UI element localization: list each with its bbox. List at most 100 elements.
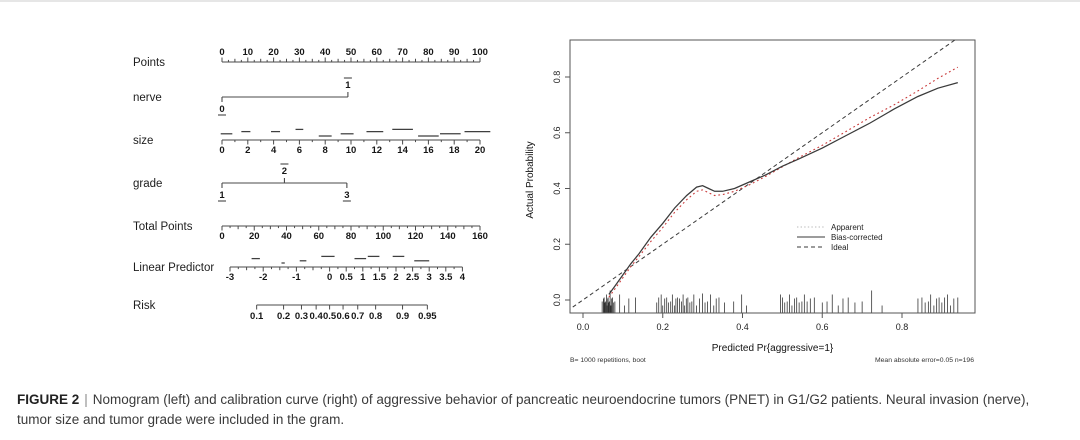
- svg-text:0.1: 0.1: [250, 311, 264, 322]
- svg-text:0.4: 0.4: [552, 182, 562, 195]
- svg-text:0: 0: [219, 145, 224, 156]
- svg-text:0.2: 0.2: [277, 311, 290, 322]
- svg-text:3: 3: [344, 190, 349, 201]
- nomogram-row-lp: Linear Predictor -3 -2 -1 0 0.5 1 1.5 2 2.5 3 3.5 4: [133, 255, 466, 283]
- svg-text:160: 160: [472, 231, 488, 242]
- svg-text:60: 60: [372, 47, 383, 58]
- svg-text:20: 20: [268, 47, 279, 58]
- svg-text:1: 1: [219, 190, 225, 201]
- svg-text:grade: grade: [133, 178, 162, 190]
- caption-separator: |: [84, 392, 88, 407]
- nomogram-row-risk: Risk 0.1 0.2 0.3 0.4 0.5 0.6 0.7 0.8 0.9 0.95: [133, 300, 437, 322]
- svg-text:4: 4: [460, 272, 466, 283]
- svg-text:0: 0: [219, 104, 224, 115]
- svg-text:90: 90: [449, 47, 460, 58]
- svg-text:3.5: 3.5: [439, 272, 453, 283]
- svg-text:8: 8: [323, 145, 328, 156]
- svg-text:Apparent: Apparent: [831, 223, 864, 232]
- svg-text:Linear Predictor: Linear Predictor: [133, 262, 214, 274]
- svg-text:-1: -1: [292, 272, 301, 283]
- svg-text:40: 40: [320, 47, 331, 58]
- nomogram-row-points: Points 0 10 20 30 40 50 60 70 80 90 100: [133, 47, 488, 69]
- svg-text:0: 0: [219, 47, 224, 58]
- svg-text:0.8: 0.8: [369, 311, 382, 322]
- svg-text:Mean absolute error=0.05 n=196: Mean absolute error=0.05 n=196: [875, 357, 974, 364]
- svg-text:2: 2: [245, 145, 250, 156]
- svg-text:140: 140: [440, 231, 456, 242]
- svg-text:0.7: 0.7: [351, 311, 364, 322]
- nomogram-row-grade: grade 1 2 3: [133, 163, 351, 202]
- plot-frame: [569, 39, 976, 314]
- x-axis: 0.0 0.2 0.4 0.6 0.8 Predicted Pr{aggressive=1…: [577, 313, 909, 354]
- svg-text:0: 0: [327, 272, 332, 283]
- svg-text:Risk: Risk: [133, 300, 156, 312]
- svg-text:0.2: 0.2: [656, 322, 669, 332]
- top-divider: [0, 0, 1080, 2]
- svg-text:2: 2: [393, 272, 398, 283]
- svg-text:0.5: 0.5: [340, 272, 354, 283]
- series-ideal: [570, 40, 956, 310]
- series-apparent: [608, 66, 959, 298]
- svg-text:16: 16: [423, 145, 434, 156]
- svg-text:20: 20: [475, 145, 486, 156]
- svg-text:Points: Points: [133, 57, 165, 69]
- series-bias-corrected: [608, 81, 958, 295]
- svg-text:2: 2: [282, 166, 287, 177]
- svg-text:1: 1: [345, 80, 351, 91]
- svg-text:30: 30: [294, 47, 305, 58]
- svg-text:Bias-corrected: Bias-corrected: [831, 233, 883, 242]
- svg-text:0.6: 0.6: [816, 322, 829, 332]
- figure-label: FIGURE 2: [17, 392, 80, 407]
- svg-text:0.95: 0.95: [418, 311, 437, 322]
- svg-text:size: size: [133, 135, 153, 147]
- svg-text:nerve: nerve: [133, 92, 162, 104]
- svg-text:0.6: 0.6: [336, 311, 349, 322]
- svg-text:0.6: 0.6: [552, 126, 562, 139]
- nomogram-row-total: Total Points 0 20 40 60 80 100 120 140 160: [133, 221, 488, 242]
- svg-text:6: 6: [297, 145, 302, 156]
- svg-text:120: 120: [408, 231, 424, 242]
- svg-text:0.9: 0.9: [396, 311, 409, 322]
- svg-text:0.2: 0.2: [552, 238, 562, 251]
- y-axis: 0.0 0.2 0.4 0.6 0.8 Actual Probability: [525, 71, 570, 307]
- svg-text:80: 80: [423, 47, 434, 58]
- svg-text:B= 1000 repetitions, boot: B= 1000 repetitions, boot: [570, 357, 646, 364]
- svg-text:2.5: 2.5: [406, 272, 420, 283]
- nomogram-row-size: size 0 2 4 6 8 10 12 14 16 18 20: [133, 128, 491, 156]
- svg-text:0: 0: [219, 231, 224, 242]
- svg-text:1.5: 1.5: [373, 272, 387, 283]
- svg-text:50: 50: [346, 47, 357, 58]
- svg-text:0.4: 0.4: [736, 322, 749, 332]
- svg-text:14: 14: [397, 145, 408, 156]
- svg-text:0.0: 0.0: [577, 322, 590, 332]
- svg-text:1: 1: [360, 272, 366, 283]
- svg-text:Actual Probability: Actual Probability: [525, 141, 536, 218]
- nomogram-row-nerve: nerve 0 1: [133, 77, 352, 116]
- svg-text:18: 18: [449, 145, 460, 156]
- svg-text:100: 100: [375, 231, 391, 242]
- svg-text:0.5: 0.5: [323, 311, 337, 322]
- svg-text:0.4: 0.4: [310, 311, 324, 322]
- svg-text:70: 70: [397, 47, 408, 58]
- svg-text:3: 3: [427, 272, 432, 283]
- svg-text:12: 12: [372, 145, 383, 156]
- svg-text:10: 10: [346, 145, 357, 156]
- svg-text:60: 60: [313, 231, 324, 242]
- svg-text:0.8: 0.8: [552, 71, 562, 84]
- svg-text:0.0: 0.0: [552, 294, 562, 307]
- svg-text:4: 4: [271, 145, 277, 156]
- footnotes: B= 1000 repetitions, boot Mean absolute e…: [570, 357, 974, 364]
- svg-text:0.8: 0.8: [896, 322, 909, 332]
- svg-text:10: 10: [243, 47, 254, 58]
- rug-marks: [601, 290, 959, 313]
- svg-text:Predicted Pr{aggressive=1}: Predicted Pr{aggressive=1}: [712, 343, 834, 354]
- svg-text:Total Points: Total Points: [133, 221, 193, 233]
- svg-text:Ideal: Ideal: [831, 243, 849, 252]
- svg-text:100: 100: [472, 47, 488, 58]
- svg-text:-2: -2: [259, 272, 267, 283]
- svg-text:20: 20: [249, 231, 260, 242]
